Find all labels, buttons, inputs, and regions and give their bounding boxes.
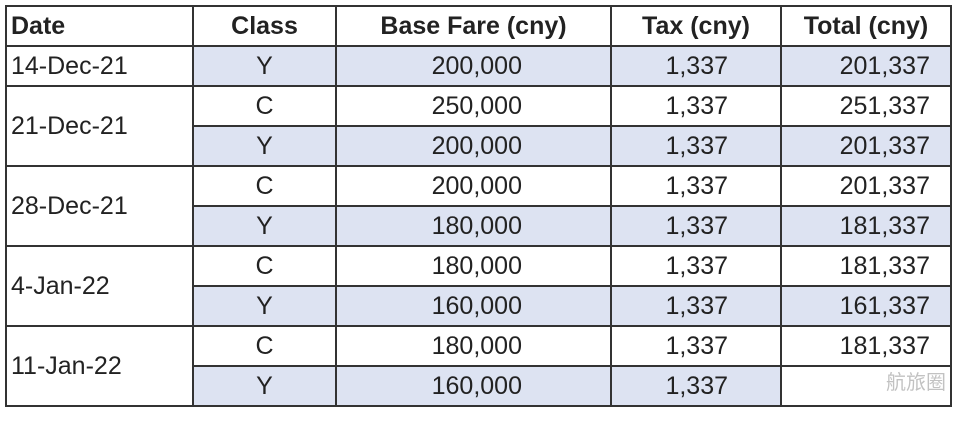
class-cell: Y <box>192 125 337 167</box>
table-row: 4-Jan-22 C 180,000 1,337 181,337 <box>5 245 952 327</box>
base-fare-cell: 250,000 <box>335 85 612 127</box>
base-fare-cell: 180,000 <box>335 205 612 247</box>
header-base-fare: Base Fare (cny) <box>335 5 612 47</box>
tax-cell: 1,337 <box>610 45 782 87</box>
table-row: 21-Dec-21 C 250,000 1,337 251,337 <box>5 85 952 167</box>
fare-table: Date Class Base Fare (cny) Tax (cny) Tot… <box>5 5 952 407</box>
total-cell: 161,337 <box>780 285 952 327</box>
header-row: Date Class Base Fare (cny) Tax (cny) Tot… <box>5 5 952 47</box>
base-fare-cell: 200,000 <box>335 125 612 167</box>
tax-cell: 1,337 <box>610 285 782 327</box>
base-fare-cell: 160,000 <box>335 285 612 327</box>
class-cell: C <box>192 85 337 127</box>
tax-cell: 1,337 <box>610 245 782 287</box>
date-cell: 4-Jan-22 <box>5 245 194 327</box>
base-fare-cell: 200,000 <box>335 45 612 87</box>
total-cell: 201,337 <box>780 125 952 167</box>
header-tax: Tax (cny) <box>610 5 782 47</box>
base-fare-cell: 180,000 <box>335 325 612 367</box>
tax-cell: 1,337 <box>610 205 782 247</box>
class-cell: C <box>192 325 337 367</box>
class-cell: C <box>192 245 337 287</box>
table-row: 11-Jan-22 C 180,000 1,337 181,337 <box>5 325 952 407</box>
class-cell: Y <box>192 205 337 247</box>
table-row: Y 180,000 1,337 181,337 <box>6 205 952 247</box>
total-cell: 181,337 <box>780 325 952 367</box>
tax-cell: 1,337 <box>610 125 782 167</box>
table-row: Y 160,000 1,337 <box>6 365 952 407</box>
total-cell: 201,337 <box>780 165 952 207</box>
total-cell: 251,337 <box>780 85 952 127</box>
watermark: 航旅圈 <box>886 372 946 394</box>
total-cell: 201,337 <box>780 45 952 87</box>
tax-cell: 1,337 <box>610 85 782 127</box>
table-row: Y 200,000 1,337 201,337 <box>6 125 952 167</box>
total-cell <box>780 365 952 407</box>
table-row: 14-Dec-21 Y 200,000 1,337 201,337 <box>5 45 952 87</box>
class-cell: C <box>192 165 337 207</box>
base-fare-cell: 180,000 <box>335 245 612 287</box>
header-total: Total (cny) <box>780 5 952 47</box>
header-date: Date <box>5 5 194 47</box>
tax-cell: 1,337 <box>610 165 782 207</box>
total-cell: 181,337 <box>780 205 952 247</box>
table-row: 28-Dec-21 C 200,000 1,337 201,337 <box>5 165 952 247</box>
base-fare-cell: 200,000 <box>335 165 612 207</box>
date-cell: 11-Jan-22 <box>5 325 194 407</box>
tax-cell: 1,337 <box>610 365 782 407</box>
tax-cell: 1,337 <box>610 325 782 367</box>
date-cell: 28-Dec-21 <box>5 165 194 247</box>
date-cell: 14-Dec-21 <box>5 45 194 87</box>
date-cell: 21-Dec-21 <box>5 85 194 167</box>
class-cell: Y <box>192 285 337 327</box>
table-row: Y 160,000 1,337 161,337 <box>6 285 952 327</box>
base-fare-cell: 160,000 <box>335 365 612 407</box>
class-cell: Y <box>192 45 337 87</box>
header-class: Class <box>192 5 337 47</box>
total-cell: 181,337 <box>780 245 952 287</box>
class-cell: Y <box>192 365 337 407</box>
